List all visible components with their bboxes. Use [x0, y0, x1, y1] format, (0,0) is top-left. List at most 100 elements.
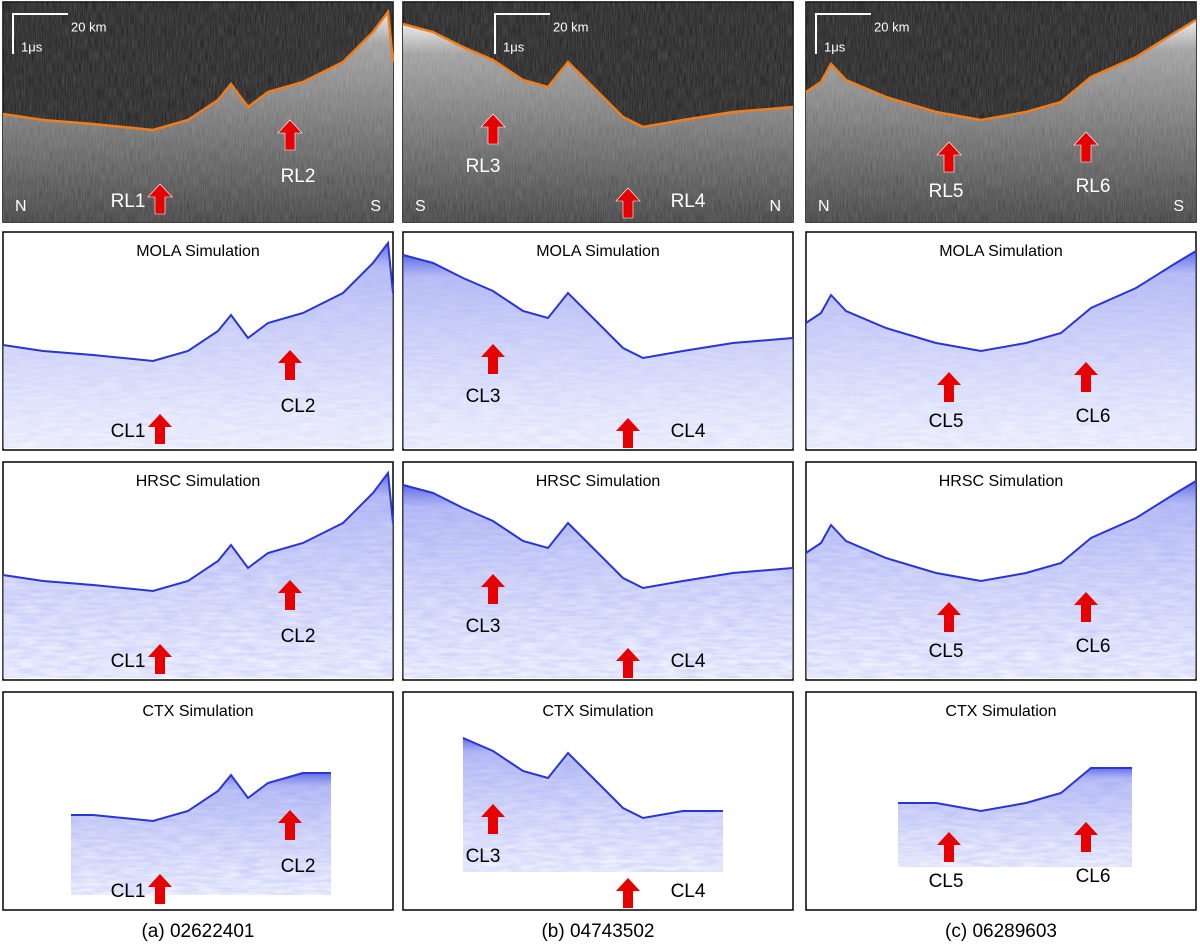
simulation-title: HRSC Simulation [136, 473, 260, 490]
end-label: S [370, 198, 381, 215]
red-arrow [147, 183, 173, 215]
simulation-title: HRSC Simulation [536, 473, 660, 490]
simulation-panel: MOLA Simulation CL1 CL2 [2, 231, 394, 451]
simulated-surface [2, 470, 394, 593]
simulation-title: CTX Simulation [945, 703, 1056, 720]
surface-trace [402, 22, 794, 129]
scale-time: 1μs [503, 39, 525, 54]
surface-trace [2, 8, 395, 132]
radar-noise [806, 2, 1196, 222]
red-arrow [1074, 362, 1098, 392]
red-arrow [937, 372, 961, 402]
simulation-title: MOLA Simulation [536, 243, 660, 260]
scale-time: 1μs [21, 39, 43, 54]
surface-trace [805, 18, 1197, 122]
clutter-label: CL5 [929, 641, 964, 662]
red-arrow [481, 344, 505, 374]
end-label: S [415, 198, 426, 215]
red-arrow [616, 878, 640, 908]
clutter-label: CL6 [1076, 636, 1111, 657]
red-arrow [1073, 131, 1099, 163]
end-label: N [818, 198, 830, 215]
clutter-label: CL6 [1076, 406, 1111, 427]
simulated-surface [805, 480, 1197, 583]
red-arrow [480, 113, 506, 145]
simulation-panel: MOLA Simulation CL5 CL6 [805, 231, 1197, 451]
clutter-label: CL6 [1076, 866, 1111, 887]
simulation-panel: CTX Simulation CL3 CL4 [402, 691, 794, 911]
simulation-panel: HRSC Simulation CL3 CL4 [402, 461, 794, 681]
reflector-label: RL3 [466, 156, 501, 177]
radargram-panel: 20 km 1μs N S RL1 RL2 [2, 1, 395, 223]
end-label: S [1173, 198, 1184, 215]
clutter-label: CL4 [671, 881, 706, 902]
scale-distance: 20 km [874, 19, 909, 34]
clutter-label: CL3 [466, 616, 501, 637]
simulated-surface [2, 240, 394, 363]
red-arrow [616, 648, 640, 678]
column-caption: (b) 04743502 [541, 921, 654, 942]
red-arrow [148, 414, 172, 444]
reflector-label: RL6 [1076, 176, 1111, 197]
clutter-label: CL3 [466, 386, 501, 407]
clutter-label: CL2 [281, 856, 316, 877]
simulated-surface [462, 737, 723, 820]
red-arrow [937, 602, 961, 632]
clutter-label: CL1 [111, 881, 146, 902]
red-arrow [278, 580, 302, 610]
simulation-title: MOLA Simulation [939, 243, 1063, 260]
radargram-panel: 20 km 1μs S N RL3 RL4 [402, 1, 794, 223]
red-arrow [277, 119, 303, 151]
simulation-panel: CTX Simulation CL5 CL6 [805, 691, 1197, 911]
column-caption: (c) 06289603 [945, 921, 1057, 942]
reflector-label: RL5 [929, 181, 964, 202]
simulation-title: CTX Simulation [142, 703, 253, 720]
clutter-label: CL2 [281, 396, 316, 417]
simulated-surface [71, 772, 331, 823]
clutter-label: CL3 [466, 846, 501, 867]
red-arrow [481, 804, 505, 834]
scale-bar [815, 13, 871, 54]
end-label: N [15, 198, 27, 215]
simulation-title: MOLA Simulation [136, 243, 260, 260]
radargram-panel: 20 km 1μs N S RL5 RL6 [805, 1, 1197, 223]
red-arrow [616, 418, 640, 448]
clutter-label: CL5 [929, 411, 964, 432]
simulation-panel: CTX Simulation CL1 CL2 [2, 691, 394, 911]
scale-distance: 20 km [553, 19, 588, 34]
red-arrow [937, 832, 961, 862]
red-arrow [1074, 592, 1098, 622]
simulated-surface [402, 254, 794, 360]
simulation-panel: HRSC Simulation CL5 CL6 [805, 461, 1197, 681]
column-caption: (a) 02622401 [141, 921, 254, 942]
red-arrow [148, 644, 172, 674]
clutter-label: CL2 [281, 626, 316, 647]
reflector-label: RL4 [671, 191, 706, 212]
red-arrow [278, 810, 302, 840]
red-arrow [1074, 822, 1098, 852]
reflector-label: RL1 [111, 191, 146, 212]
end-label: N [769, 198, 781, 215]
clutter-label: CL4 [671, 651, 706, 672]
red-arrow [481, 574, 505, 604]
simulation-panel: MOLA Simulation CL3 CL4 [402, 231, 794, 451]
clutter-label: CL4 [671, 421, 706, 442]
simulation-panel: HRSC Simulation CL1 CL2 [2, 461, 394, 681]
clutter-label: CL1 [111, 421, 146, 442]
red-arrow [278, 350, 302, 380]
simulation-frame [805, 691, 1197, 911]
scale-bar [494, 13, 550, 54]
simulated-surface [898, 767, 1132, 813]
scale-time: 1μs [824, 39, 846, 54]
clutter-label: CL1 [111, 651, 146, 672]
red-arrow [936, 141, 962, 173]
simulation-title: HRSC Simulation [939, 473, 1063, 490]
scale-bar [12, 13, 68, 54]
simulation-title: CTX Simulation [542, 703, 653, 720]
simulated-surface [805, 250, 1197, 353]
simulated-surface [402, 484, 794, 590]
clutter-label: CL5 [929, 871, 964, 892]
scale-distance: 20 km [71, 19, 106, 34]
red-arrow [615, 187, 641, 219]
